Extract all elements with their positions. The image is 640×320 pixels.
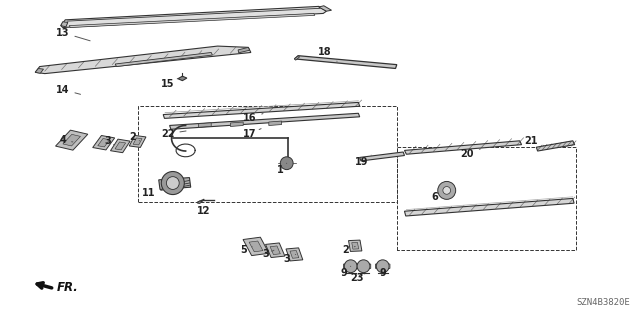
Text: 15: 15 <box>161 78 178 90</box>
Text: 9: 9 <box>380 268 386 278</box>
Polygon shape <box>35 46 251 74</box>
Polygon shape <box>349 240 362 252</box>
Polygon shape <box>111 139 130 153</box>
Polygon shape <box>93 135 115 150</box>
Polygon shape <box>163 102 360 118</box>
Polygon shape <box>98 139 109 147</box>
Text: 12: 12 <box>196 206 211 216</box>
Polygon shape <box>63 134 81 146</box>
Text: 11: 11 <box>141 188 164 198</box>
Polygon shape <box>243 237 269 256</box>
Text: 6: 6 <box>432 192 444 202</box>
Text: 20: 20 <box>460 148 481 159</box>
Polygon shape <box>159 178 191 189</box>
Polygon shape <box>294 56 397 68</box>
Text: 18: 18 <box>318 47 337 61</box>
Text: 2: 2 <box>342 245 355 255</box>
Polygon shape <box>178 76 187 81</box>
Circle shape <box>166 177 179 189</box>
Polygon shape <box>133 138 142 145</box>
Polygon shape <box>294 56 300 60</box>
Text: 3: 3 <box>104 136 114 146</box>
Polygon shape <box>270 246 280 254</box>
Polygon shape <box>170 113 360 129</box>
Polygon shape <box>352 242 358 249</box>
Polygon shape <box>269 121 282 125</box>
Polygon shape <box>69 13 315 28</box>
Text: 19: 19 <box>355 155 371 167</box>
Circle shape <box>161 172 184 195</box>
Polygon shape <box>56 130 88 150</box>
Text: 22: 22 <box>161 129 186 139</box>
Polygon shape <box>319 6 332 11</box>
Polygon shape <box>360 152 404 161</box>
Polygon shape <box>61 22 68 27</box>
Text: 3: 3 <box>284 253 296 264</box>
Text: 23: 23 <box>350 273 364 283</box>
Text: SZN4B3820E: SZN4B3820E <box>577 298 630 307</box>
Text: 21: 21 <box>524 136 544 146</box>
Polygon shape <box>115 142 125 150</box>
Circle shape <box>357 260 370 273</box>
Circle shape <box>438 181 456 199</box>
Text: 2: 2 <box>130 132 140 142</box>
Polygon shape <box>230 122 243 126</box>
Circle shape <box>280 157 293 170</box>
Polygon shape <box>129 135 146 148</box>
Polygon shape <box>115 52 212 67</box>
Polygon shape <box>404 141 522 154</box>
Text: FR.: FR. <box>56 281 78 294</box>
Polygon shape <box>286 248 303 261</box>
Text: 16: 16 <box>243 113 263 124</box>
Polygon shape <box>404 198 574 216</box>
Text: 17: 17 <box>243 129 261 139</box>
Text: 9: 9 <box>341 266 351 278</box>
Polygon shape <box>536 141 575 151</box>
Circle shape <box>443 187 451 194</box>
Polygon shape <box>290 251 299 258</box>
Polygon shape <box>61 6 326 28</box>
Text: 3: 3 <box>262 249 274 260</box>
Text: 5: 5 <box>240 245 252 255</box>
Text: 4: 4 <box>60 135 73 145</box>
Text: 13: 13 <box>56 28 90 41</box>
Polygon shape <box>238 47 250 53</box>
Text: 14: 14 <box>56 84 81 95</box>
Polygon shape <box>197 201 202 204</box>
Circle shape <box>376 260 389 273</box>
Polygon shape <box>35 68 44 73</box>
Circle shape <box>344 260 357 273</box>
Polygon shape <box>266 243 285 258</box>
Polygon shape <box>198 123 211 127</box>
Text: 1: 1 <box>277 163 287 175</box>
Polygon shape <box>249 241 263 252</box>
